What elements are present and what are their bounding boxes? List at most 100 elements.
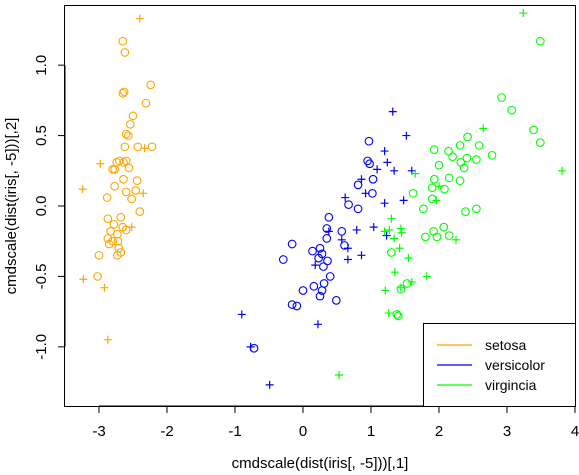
data-point-plus <box>79 275 88 284</box>
data-point-circle <box>131 186 141 195</box>
data-point-circle <box>104 239 114 249</box>
data-point-circle <box>319 262 328 271</box>
data-point-circle <box>298 286 308 295</box>
data-point-circle <box>103 234 113 243</box>
data-point-circle <box>497 93 506 102</box>
data-point-circle <box>315 291 325 301</box>
data-point-circle <box>287 300 297 309</box>
data-point-circle <box>507 105 517 115</box>
data-point-plus <box>343 255 352 264</box>
data-point-plus <box>343 244 352 253</box>
data-point-circle <box>309 281 319 291</box>
data-point-circle <box>440 184 449 194</box>
data-point-circle <box>463 132 472 142</box>
data-point-circle <box>421 232 430 242</box>
data-point-circle <box>123 131 133 140</box>
data-point-plus <box>397 228 406 237</box>
data-point-plus <box>435 182 443 191</box>
x-tick-label: 0 <box>299 423 307 440</box>
data-point-plus <box>103 335 112 344</box>
data-point-plus <box>352 225 361 234</box>
data-point-circle <box>392 310 402 319</box>
data-point-circle <box>363 156 372 166</box>
data-point-plus <box>396 283 405 292</box>
x-tick-label: -2 <box>160 423 173 440</box>
data-point-circle <box>456 157 466 167</box>
data-point-circle <box>119 87 129 97</box>
data-point-plus <box>479 124 488 133</box>
data-point-plus <box>96 159 105 168</box>
data-point-plus <box>337 235 346 244</box>
data-point-plus <box>558 166 567 175</box>
data-point-plus <box>390 268 399 277</box>
x-axis-label: cmdscale(dist(iris[, -5]))[,1] <box>232 455 409 472</box>
data-point-circle <box>120 142 130 152</box>
data-point-circle <box>459 163 469 173</box>
data-point-circle <box>429 145 439 155</box>
data-point-circle <box>419 204 428 214</box>
data-point-plus <box>395 244 404 253</box>
data-point-circle <box>128 111 138 121</box>
data-point-circle <box>322 224 332 233</box>
data-point-circle <box>133 142 143 152</box>
data-point-circle <box>132 176 142 185</box>
x-tick-label: 3 <box>503 423 511 440</box>
data-point-plus <box>383 158 392 167</box>
data-point-plus <box>381 286 390 295</box>
data-point-circle <box>127 194 136 204</box>
data-point-circle <box>278 255 288 264</box>
data-point-plus <box>519 9 528 18</box>
data-point-circle <box>365 159 374 169</box>
x-tick-label: 2 <box>435 423 443 440</box>
data-point-circle <box>113 229 122 239</box>
data-point-circle <box>387 248 396 257</box>
data-point-circle <box>325 272 335 281</box>
data-point-circle <box>121 187 131 197</box>
data-point-circle <box>474 141 484 150</box>
legend-box <box>423 323 576 407</box>
data-point-plus <box>373 165 382 174</box>
data-point-circle <box>120 48 130 57</box>
y-tick-label: 0.5 <box>33 125 50 146</box>
data-point-circle <box>461 207 470 216</box>
data-point-plus <box>402 131 411 140</box>
data-point-circle <box>135 207 145 216</box>
data-point-plus <box>237 310 246 319</box>
data-point-plus <box>357 251 366 260</box>
data-point-circle <box>118 88 128 98</box>
data-point-circle <box>108 165 117 174</box>
data-point-circle <box>322 234 332 243</box>
data-point-circle <box>331 296 341 305</box>
data-point-circle <box>472 155 481 164</box>
data-point-plus <box>452 235 460 244</box>
data-point-circle <box>353 180 363 190</box>
legend: setosa versicolor virgincia <box>423 323 576 407</box>
y-tick-label: 1.0 <box>33 55 50 76</box>
data-point-circle <box>439 222 449 232</box>
y-axis-label: cmdscale(dist(iris[, -5]))[,2] <box>3 118 20 295</box>
data-point-circle <box>462 153 472 163</box>
data-point-circle <box>432 232 442 242</box>
data-point-circle <box>94 250 104 260</box>
data-point-plus <box>369 223 378 232</box>
data-point-circle <box>434 160 444 170</box>
legend-label: versicolor <box>485 357 545 373</box>
data-point-circle <box>344 200 353 209</box>
data-point-plus <box>380 199 389 208</box>
data-point-circle <box>292 301 302 311</box>
data-point-plus <box>390 166 399 175</box>
data-point-circle <box>337 227 347 236</box>
data-point-circle <box>427 194 437 204</box>
data-point-plus <box>139 189 148 198</box>
data-point-circle <box>249 343 259 353</box>
data-point-circle <box>315 243 325 253</box>
data-point-plus <box>387 214 396 223</box>
data-point-plus <box>324 227 333 236</box>
data-point-circle <box>472 204 481 214</box>
y-tick-label: -0.5 <box>33 263 50 289</box>
x-tick-label: -1 <box>228 423 241 440</box>
data-point-circle <box>119 157 128 167</box>
x-tick-label: -3 <box>92 423 105 440</box>
series-setosa <box>78 14 157 344</box>
